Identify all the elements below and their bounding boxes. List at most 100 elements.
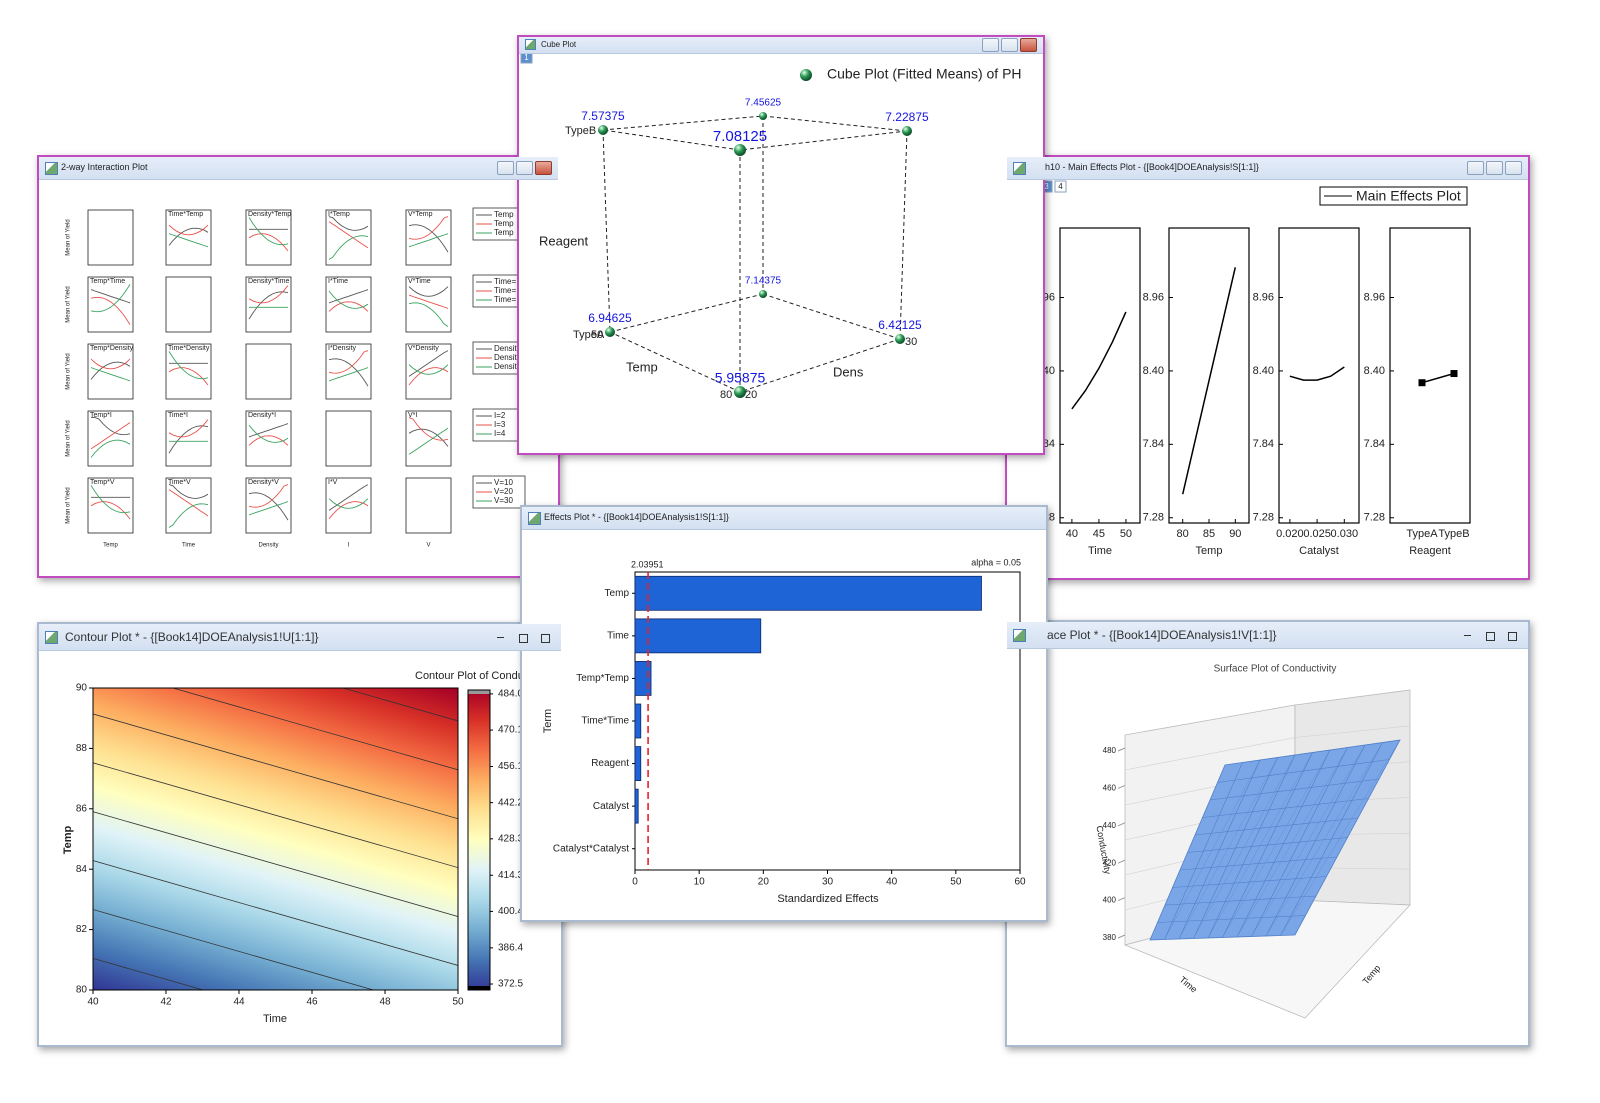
mesh-line xyxy=(1217,759,1390,783)
interaction-curve xyxy=(248,484,289,508)
y-axis-label: Mean of Yield xyxy=(66,286,72,322)
y-tick-label: 86 xyxy=(76,803,88,814)
x-axis-label: Temp xyxy=(103,543,118,549)
title-bar[interactable]: Contour Plot * - {[Book14]DOEAnalysis1!U… xyxy=(39,624,561,651)
title-bar[interactable]: 2-way Interaction Plot xyxy=(39,157,558,180)
interaction-curve xyxy=(168,425,209,454)
maximize-button[interactable] xyxy=(1486,161,1503,175)
minimize-button[interactable] xyxy=(991,512,1006,524)
tab[interactable] xyxy=(1054,180,1067,193)
close-button[interactable] xyxy=(1505,161,1522,175)
interaction-window[interactable]: 2-way Interaction Plot Time*Temp Density*… xyxy=(37,155,560,578)
x-tick-label: 40 xyxy=(1066,528,1078,540)
maximize-button[interactable] xyxy=(1008,512,1023,524)
interaction-curve xyxy=(248,424,289,443)
z-tick-label: 470.1 xyxy=(498,725,523,736)
z-tick-label: 456.1 xyxy=(498,761,523,772)
wall-grid xyxy=(1124,737,1296,771)
title-bar[interactable]: ace Plot * - {[Book14]DOEAnalysis1!V[1:1… xyxy=(1007,622,1528,649)
interaction-curve xyxy=(328,484,369,511)
cube-edge xyxy=(762,115,908,132)
interaction-curve xyxy=(328,301,369,312)
panel-title: Density*I xyxy=(248,412,276,419)
y-axis-label: Term xyxy=(542,709,554,733)
cube-edge xyxy=(762,293,901,340)
effect-marker xyxy=(1418,379,1426,387)
factor-label: Dens xyxy=(833,364,864,379)
x-tick-label: 90 xyxy=(1229,528,1241,540)
panel-frame xyxy=(165,477,212,534)
y-tick-label: Time*Time xyxy=(581,716,629,727)
mesh-line xyxy=(1194,817,1359,836)
z-tick xyxy=(1117,897,1126,902)
y-tick-label: 8.96 xyxy=(1143,291,1164,303)
minimize-button[interactable] xyxy=(1458,627,1478,639)
panel-frame xyxy=(405,276,452,333)
panel-frame xyxy=(87,343,134,400)
panel-frame xyxy=(325,276,372,333)
contour-window[interactable]: Contour Plot * - {[Book14]DOEAnalysis1!U… xyxy=(37,622,563,1047)
y-axis-label: Mean of Yield xyxy=(66,219,72,255)
canvas-background xyxy=(39,157,558,576)
y-tick-label: 88 xyxy=(76,743,88,754)
cube-window[interactable]: Cube Plot 1 7.57375 7.45625 7.22875 7.08125 6… xyxy=(517,35,1045,455)
close-button[interactable] xyxy=(1020,38,1037,52)
mesh-diagonal xyxy=(1251,744,1366,937)
interaction-curve xyxy=(90,485,131,514)
x-tick-label: 30 xyxy=(822,877,834,888)
legend-label: I=3 xyxy=(494,420,506,429)
z-tick xyxy=(1117,822,1126,827)
close-button[interactable] xyxy=(535,161,552,175)
minimize-button[interactable] xyxy=(1467,161,1484,175)
minimize-button[interactable] xyxy=(491,629,511,641)
x-tick-label: 10 xyxy=(694,877,706,888)
panel-frame xyxy=(325,410,372,467)
bar xyxy=(634,703,642,739)
minimize-button[interactable] xyxy=(982,38,999,52)
panel-frame xyxy=(1278,227,1360,524)
interaction-curve xyxy=(328,498,369,509)
y-tick-label: 80 xyxy=(76,985,88,996)
value-label: 7.14375 xyxy=(745,276,782,287)
y-tick-label: 8.96 xyxy=(1253,291,1274,303)
main-effects-window[interactable]: h10 - Main Effects Plot - {[Book4]DOEAna… xyxy=(1005,155,1530,580)
level-label: TypeA xyxy=(573,329,605,341)
interaction-curve xyxy=(328,290,369,309)
interaction-curve xyxy=(328,216,369,231)
surface-window[interactable]: ace Plot * - {[Book14]DOEAnalysis1!V[1:1… xyxy=(1005,620,1530,1047)
x-tick-label: 40 xyxy=(886,877,898,888)
y-tick-label: Temp xyxy=(605,588,630,599)
y-tick-label: 7.28 xyxy=(1364,512,1385,524)
x-tick-label: 85 xyxy=(1203,528,1215,540)
z-tick-label: 420 xyxy=(1103,858,1117,867)
title-bar[interactable]: Effects Plot * - {[Book14]DOEAnalysis1!S… xyxy=(522,507,1046,530)
effects-window[interactable]: Effects Plot * - {[Book14]DOEAnalysis1!S… xyxy=(520,505,1048,922)
restore-button[interactable] xyxy=(535,629,555,643)
x-tick-label: 0.030 xyxy=(1331,528,1359,540)
maximize-button[interactable] xyxy=(516,161,533,175)
maximize-button[interactable] xyxy=(513,629,533,643)
minimize-button[interactable] xyxy=(497,161,514,175)
value-label: 6.42125 xyxy=(878,318,922,332)
panel-title: V*Time xyxy=(408,278,431,285)
maximize-button[interactable] xyxy=(1480,627,1500,641)
x-tick-label: 0 xyxy=(632,877,638,888)
bar xyxy=(634,618,762,654)
title-bar[interactable]: h10 - Main Effects Plot - {[Book4]DOEAna… xyxy=(1007,157,1528,180)
panel-frame xyxy=(405,343,452,400)
title-bar[interactable]: Cube Plot xyxy=(519,37,1043,54)
y-tick-label: Catalyst*Catalyst xyxy=(553,843,629,854)
panel-title: Density*V xyxy=(248,479,279,486)
restore-button[interactable] xyxy=(1502,627,1522,641)
window-icon xyxy=(1013,162,1026,175)
x-tick-label: 46 xyxy=(306,997,318,1008)
maximize-button[interactable] xyxy=(1001,38,1018,52)
window-title: 2-way Interaction Plot xyxy=(61,162,148,172)
interaction-curve xyxy=(91,417,131,436)
y-tick-label: 82 xyxy=(76,924,88,935)
window-body: 40 42 44 46 48 50 80 82 84 86 88 90 372.5 386.4 400.4 4… xyxy=(39,624,561,1045)
restore-button[interactable] xyxy=(1025,512,1040,524)
z-tick-label: 380 xyxy=(1103,933,1117,942)
level-label: 50 xyxy=(591,329,603,341)
interaction-curve xyxy=(328,350,369,374)
